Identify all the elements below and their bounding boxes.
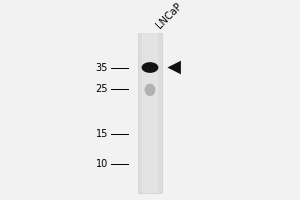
Text: 10: 10: [96, 159, 108, 169]
Ellipse shape: [142, 62, 158, 73]
Text: 25: 25: [95, 84, 108, 94]
Bar: [142, 33, 158, 193]
Text: 35: 35: [96, 63, 108, 73]
Bar: [138, 33, 162, 193]
Ellipse shape: [145, 84, 155, 96]
Text: 15: 15: [96, 129, 108, 139]
Polygon shape: [167, 61, 181, 74]
Text: LNCaP: LNCaP: [154, 1, 184, 31]
